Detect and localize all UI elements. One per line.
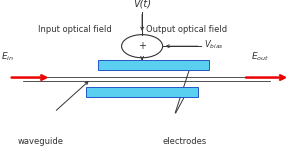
- Text: +: +: [138, 41, 146, 51]
- Bar: [98, 60, 209, 70]
- Bar: [86, 87, 198, 97]
- Text: V(t): V(t): [133, 0, 151, 8]
- Text: Output optical field: Output optical field: [146, 25, 228, 34]
- Text: $E_{out}$: $E_{out}$: [251, 50, 269, 63]
- Text: electrodes: electrodes: [162, 137, 207, 146]
- Text: waveguide: waveguide: [18, 137, 64, 146]
- Text: Input optical field: Input optical field: [38, 25, 112, 34]
- Text: $V_{bias}$: $V_{bias}$: [204, 38, 223, 51]
- Text: $E_{in}$: $E_{in}$: [1, 50, 15, 63]
